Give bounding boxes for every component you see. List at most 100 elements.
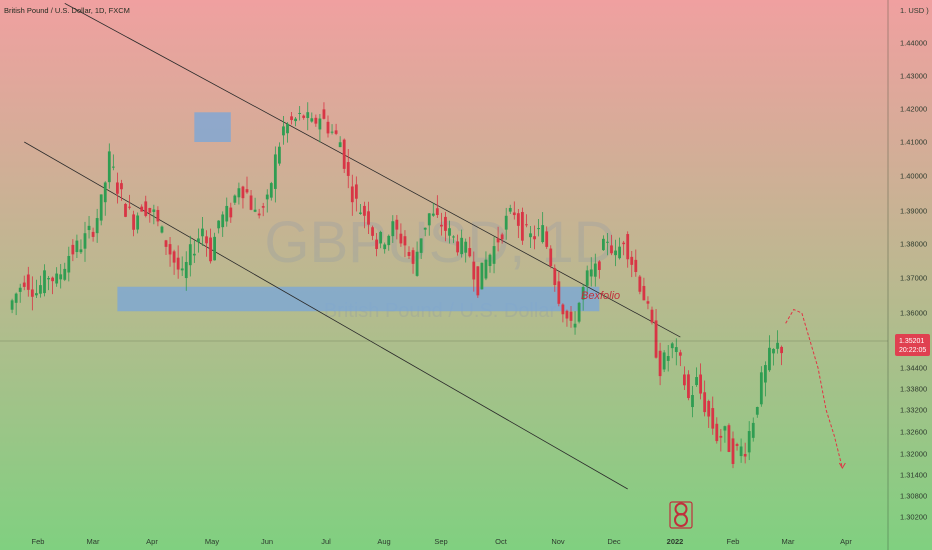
candle-body — [545, 231, 549, 247]
x-tick-label: Jun — [261, 537, 273, 546]
candle-body — [743, 453, 747, 457]
candle-body — [383, 244, 387, 250]
candle-body — [391, 221, 395, 237]
candle-body — [290, 116, 293, 121]
candle-body — [723, 426, 727, 431]
candle-body — [606, 241, 609, 243]
candle-body — [533, 236, 536, 240]
candle-body — [776, 342, 779, 349]
candle-body — [484, 259, 488, 279]
candle-body — [561, 304, 565, 315]
candle-body — [415, 251, 419, 276]
candle-body — [148, 207, 152, 213]
candle-body — [338, 142, 342, 148]
candle-body — [699, 374, 702, 394]
candle-body — [492, 246, 496, 264]
channel-lines — [24, 3, 681, 490]
candle-body — [10, 300, 14, 310]
candle-body — [249, 195, 253, 210]
candle-body — [375, 239, 378, 249]
candle-body — [395, 219, 399, 230]
candle-body — [160, 226, 164, 233]
candle-body — [176, 257, 180, 270]
symbol-title: British Pound / U.S. Dollar, 1D, FXCM — [4, 6, 130, 15]
candle-body — [678, 352, 682, 356]
y-axis[interactable]: 1.44000 1.43000 1.42000 1.41000 1.40000 1.390… — [900, 39, 927, 522]
candle-body — [452, 236, 455, 238]
price-zones — [117, 112, 600, 312]
candle-body — [715, 423, 719, 442]
projection-arrowhead — [838, 462, 846, 469]
candle-body — [589, 269, 593, 277]
candle-body — [180, 268, 184, 271]
candle-body — [581, 286, 585, 300]
candle-body — [419, 238, 423, 253]
candle-body — [751, 422, 755, 438]
candle-body — [565, 310, 569, 319]
candle-body — [197, 238, 200, 243]
candle-body — [257, 213, 261, 216]
candle-body — [371, 227, 374, 236]
candle-body — [476, 266, 480, 296]
candle-body — [662, 352, 666, 370]
candle-body — [354, 184, 358, 199]
candle-body — [772, 348, 775, 354]
candle-body — [440, 224, 443, 227]
current-price-badge — [895, 334, 930, 356]
candle-body — [273, 154, 277, 189]
y-tick-label: 1.44000 — [900, 39, 927, 48]
y-tick-label: 1.40000 — [900, 172, 927, 181]
candle-body — [346, 162, 350, 176]
y-tick-label: 1.38000 — [900, 240, 927, 249]
candle-body — [184, 261, 188, 279]
candle-body — [83, 233, 87, 249]
candle-body — [111, 166, 115, 168]
candle-body — [557, 281, 561, 304]
y-tick-label: 1.42000 — [900, 105, 927, 114]
candle-body — [764, 365, 767, 383]
candle-body — [253, 209, 257, 212]
candle-body — [322, 109, 326, 119]
candle-body — [350, 186, 354, 203]
candle-body — [359, 212, 362, 214]
candle-body — [132, 214, 135, 230]
candle-body — [201, 228, 204, 237]
candle-body — [747, 431, 751, 453]
candle-body — [460, 237, 464, 255]
candle-body — [326, 121, 330, 134]
candle-body — [18, 287, 22, 292]
x-axis[interactable]: Feb Mar Apr May Jun Jul Aug Sep Oct Nov Dec 2022 Feb… — [32, 537, 853, 546]
x-tick-label: Mar — [87, 537, 100, 546]
candle-body — [318, 118, 322, 130]
candle-body — [164, 240, 168, 247]
candle-body — [610, 245, 613, 254]
candle-body — [237, 188, 241, 198]
candle-body — [399, 233, 403, 244]
y-tick-label: 1.39000 — [900, 207, 927, 216]
candle-body — [602, 238, 605, 251]
candle-body — [379, 231, 383, 244]
candle-body — [780, 346, 783, 354]
candle-body — [152, 209, 156, 212]
candle-body — [35, 293, 38, 296]
candle-body — [99, 194, 103, 221]
candle-body — [541, 225, 545, 243]
candle-body — [642, 285, 646, 301]
y-tick-label: 1.34400 — [900, 364, 927, 373]
candle-body — [95, 218, 99, 234]
candle-body — [670, 343, 674, 349]
candle-body — [55, 273, 59, 284]
candle-body — [205, 236, 208, 244]
candle-body — [144, 201, 148, 216]
candle-body — [707, 401, 711, 417]
candle-body — [310, 118, 314, 122]
candle-body — [674, 347, 678, 353]
candle-body — [521, 211, 524, 241]
candle-body — [39, 285, 42, 294]
y-tick-label: 1.37000 — [900, 274, 927, 283]
candle-body — [719, 435, 723, 438]
candle-body — [367, 211, 370, 225]
candle-body — [585, 270, 589, 286]
candle-body — [650, 309, 654, 323]
